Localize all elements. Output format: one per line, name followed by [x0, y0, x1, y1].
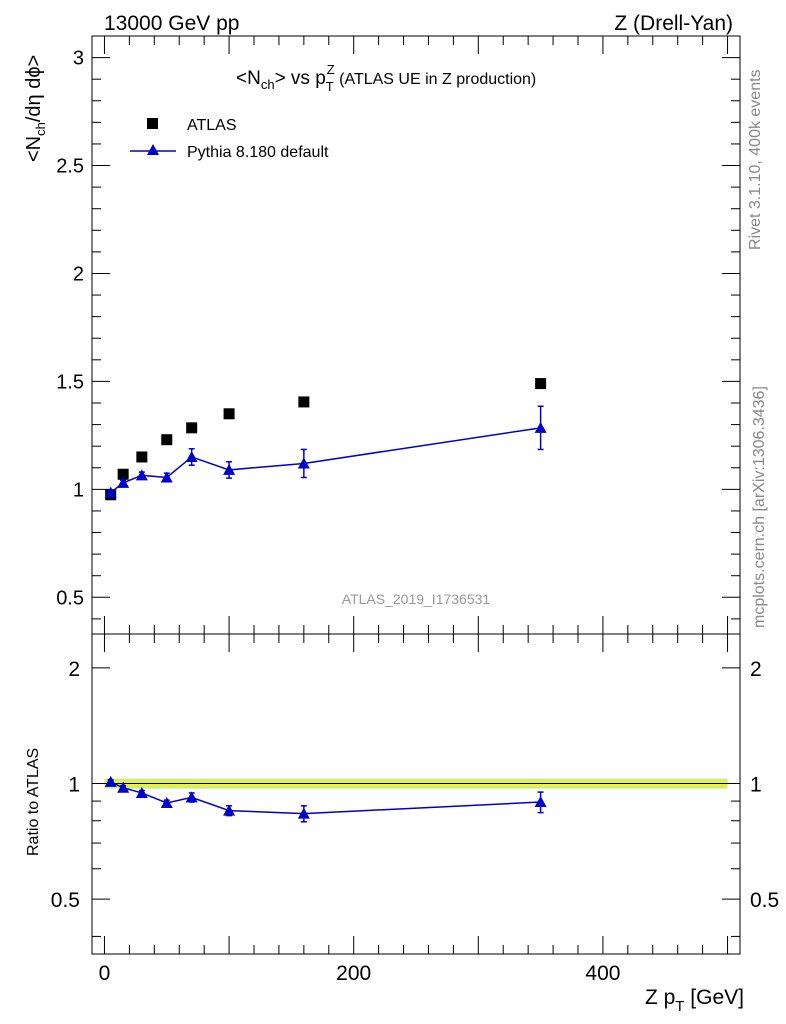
x-tick-label: 400	[585, 962, 620, 985]
plot-title: <Nch> vs pTZ (ATLAS UE in Z production)	[236, 62, 536, 94]
ratio-y-axis-label: Ratio to ATLAS	[25, 748, 42, 856]
y-tick-label: 1	[73, 479, 84, 501]
atlas-point	[186, 422, 198, 434]
y-tick-label: 0.5	[56, 587, 84, 609]
atlas-point	[117, 468, 129, 480]
ratio-y-tick-label: 1	[68, 774, 80, 797]
ratio-point	[185, 791, 198, 803]
legend-atlas-marker	[147, 118, 158, 129]
atlas-point	[223, 408, 235, 420]
atlas-point	[161, 434, 173, 446]
x-axis-label: Z pT [GeV]	[645, 986, 744, 1015]
pythia-line	[110, 427, 541, 494]
ratio-point	[534, 796, 547, 808]
legend-atlas-label: ATLAS	[187, 117, 237, 134]
ratio-plot-frame	[91, 633, 741, 955]
ratio-point	[297, 807, 310, 819]
header-left: 13000 GeV pp	[104, 12, 239, 35]
ratio-point	[104, 775, 117, 787]
atlas-point	[535, 378, 547, 390]
main-y-axis-label: <Nch/dη dϕ>	[23, 55, 48, 162]
ratio-point	[223, 804, 236, 816]
mcplots-label: mcplots.cern.ch [arXiv:1306.3436]	[751, 386, 768, 628]
main-axis-ticks: 0.5 1 1.5 2 2.5 3	[56, 35, 740, 634]
pythia-point	[104, 486, 117, 498]
legend-pythia-label: Pythia 8.180 default	[187, 144, 329, 161]
y-tick-label: 1.5	[56, 371, 84, 393]
atlas-point	[136, 451, 148, 463]
ratio-y-tick-label-right: 0.5	[750, 889, 779, 912]
ratio-axis-ticks: 0.5 0.5 1 1 2 2 0 200 400	[51, 634, 779, 985]
ratio-y-tick-label-right: 1	[750, 774, 762, 797]
ratio-y-tick-label-right: 2	[750, 658, 762, 681]
ratio-data-layer	[104, 775, 547, 823]
ratio-point	[160, 796, 173, 808]
legend: ATLAS Pythia 8.180 default	[130, 117, 329, 161]
pythia-point	[185, 450, 198, 462]
ratio-point	[135, 786, 148, 798]
pythia-point	[534, 421, 547, 433]
y-tick-label: 3	[73, 48, 84, 70]
atlas-point	[298, 396, 310, 408]
y-tick-label: 2.5	[56, 156, 84, 178]
pythia-point	[297, 457, 310, 469]
analysis-id-label: ATLAS_2019_I1736531	[342, 591, 491, 607]
header-right: Z (Drell-Yan)	[614, 12, 733, 35]
ratio-point	[117, 781, 130, 793]
x-tick-label: 200	[336, 962, 371, 985]
x-tick-label: 0	[99, 962, 111, 985]
pythia-point	[223, 463, 236, 475]
legend-pythia-marker	[147, 144, 159, 155]
ratio-y-tick-label: 0.5	[51, 889, 80, 912]
pythia-point	[160, 471, 173, 483]
ratio-y-tick-label: 2	[68, 658, 80, 681]
main-data-layer	[104, 378, 547, 501]
rivet-version-label: Rivet 3.1.10, 400k events	[747, 69, 764, 250]
pythia-point	[135, 469, 148, 481]
y-tick-label: 2	[73, 263, 84, 285]
pythia-point	[117, 476, 130, 488]
